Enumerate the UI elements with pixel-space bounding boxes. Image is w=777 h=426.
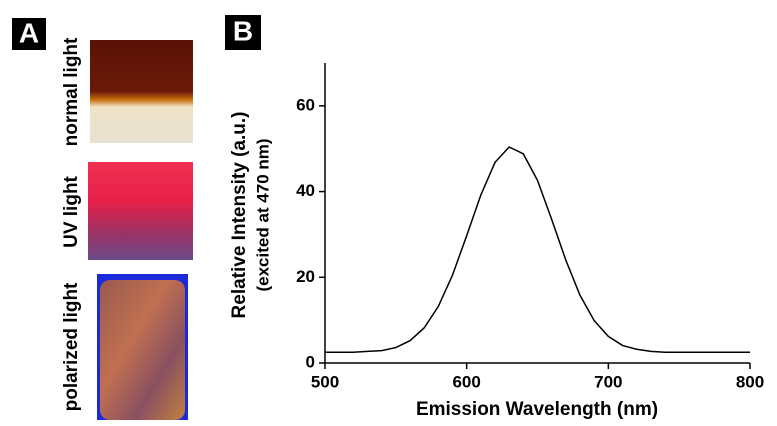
photo-label: UV light bbox=[61, 175, 82, 247]
photo bbox=[90, 40, 193, 143]
y-tick-label: 60 bbox=[296, 95, 315, 114]
photo-label: normal light bbox=[61, 37, 82, 146]
panel-label-box bbox=[12, 18, 46, 50]
x-tick-label: 600 bbox=[452, 372, 480, 391]
x-tick-label: 700 bbox=[594, 372, 622, 391]
photo-label: polarized light bbox=[61, 282, 82, 411]
y-axis-note: (excited at 470 nm) bbox=[253, 138, 272, 291]
y-tick-label: 0 bbox=[306, 352, 315, 371]
x-tick-label: 500 bbox=[311, 372, 339, 391]
photo bbox=[100, 280, 185, 420]
y-axis-title: Relative Intensity (a.u.) bbox=[229, 112, 250, 319]
panel-label-box bbox=[225, 15, 261, 50]
panel-label: B bbox=[233, 15, 253, 46]
y-tick-label: 20 bbox=[296, 267, 315, 286]
panel-label: A bbox=[19, 17, 39, 48]
x-axis-title: Emission Wavelength (nm) bbox=[416, 399, 658, 420]
photo bbox=[88, 162, 193, 260]
y-tick-label: 40 bbox=[296, 181, 315, 200]
line bbox=[325, 146, 750, 354]
x-tick-label: 800 bbox=[736, 372, 764, 391]
